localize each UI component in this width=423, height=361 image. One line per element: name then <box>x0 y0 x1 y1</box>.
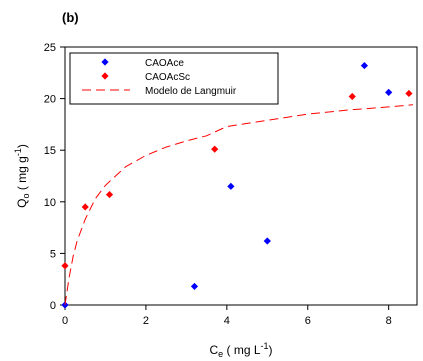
legend-marker <box>101 72 109 80</box>
data-point-caoacsc <box>81 203 89 211</box>
y-tick-label: 25 <box>44 42 56 54</box>
legend-marker <box>101 58 109 66</box>
x-tick-label: 6 <box>305 315 311 327</box>
data-point-caoace <box>190 282 199 291</box>
x-tick-label: 8 <box>386 315 392 327</box>
panel-label: (b) <box>62 10 79 25</box>
y-tick-label: 10 <box>44 197 56 209</box>
data-point-caoacsc <box>405 89 413 98</box>
data-point-caoacsc <box>211 145 219 153</box>
y-tick-label: 0 <box>50 300 56 312</box>
y-tick-label: 15 <box>44 145 56 157</box>
data-point-caoace <box>385 88 393 97</box>
data-point-caoacsc <box>348 92 356 101</box>
x-tick-label: 4 <box>224 315 230 327</box>
legend-label: CAOAcSc <box>145 72 190 83</box>
data-point-caoace <box>263 237 271 245</box>
data-point-caoacsc <box>105 190 114 199</box>
data-marks <box>61 61 414 309</box>
x-tick-label: 2 <box>143 315 149 327</box>
plot-frame <box>64 46 418 306</box>
legend-label: CAOAce <box>145 58 184 69</box>
data-point-caoace <box>227 182 235 190</box>
series-line-2 <box>64 104 414 306</box>
x-tick-label: 0 <box>62 315 68 327</box>
x-axis-label: Ce ( mg L-1) <box>209 341 272 359</box>
plot-area <box>64 46 418 306</box>
legend-label: Modelo de Langmuir <box>145 86 237 97</box>
legend: CAOAce CAOAcSc Modelo de Langmuir <box>69 52 279 105</box>
data-point-caoacsc <box>61 262 69 270</box>
data-point-caoace <box>360 61 369 70</box>
y-tick-label: 20 <box>44 94 56 106</box>
y-axis-label: Qo ( mg g-1) <box>13 144 31 208</box>
axis-ticks: 0 2 4 6 8 0 5 10 15 20 25 <box>44 42 392 327</box>
y-tick-label: 5 <box>50 248 56 260</box>
